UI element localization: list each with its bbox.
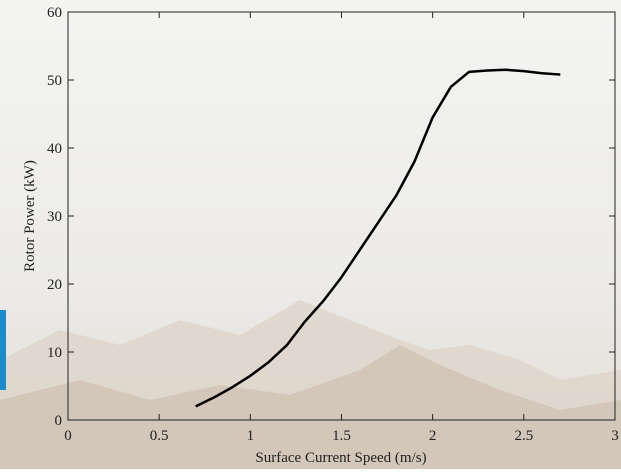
mountain xyxy=(0,345,621,469)
x-tick-label: 0.5 xyxy=(150,428,169,444)
data-line xyxy=(195,68,561,408)
side-tab xyxy=(0,310,6,390)
y-axis-label: Rotor Power (kW) xyxy=(22,160,38,272)
x-tick-label: 1.5 xyxy=(332,428,351,444)
y-tick-label: 40 xyxy=(47,141,62,157)
x-tick-label: 2.5 xyxy=(514,428,533,444)
x-tick-label: 2 xyxy=(429,428,437,444)
y-tick-label: 20 xyxy=(47,277,62,293)
x-axis-label: Surface Current Speed (m/s) xyxy=(255,450,426,466)
x-tick-label: 3 xyxy=(611,428,619,444)
y-tick-label: 60 xyxy=(47,5,62,21)
y-tick-label: 50 xyxy=(47,73,62,89)
y-tick-label: 0 xyxy=(55,413,63,429)
y-tick-label: 10 xyxy=(47,345,62,361)
x-tick-label: 1 xyxy=(247,428,255,444)
y-tick-label: 30 xyxy=(47,209,62,225)
x-tick-label: 0 xyxy=(64,428,72,444)
